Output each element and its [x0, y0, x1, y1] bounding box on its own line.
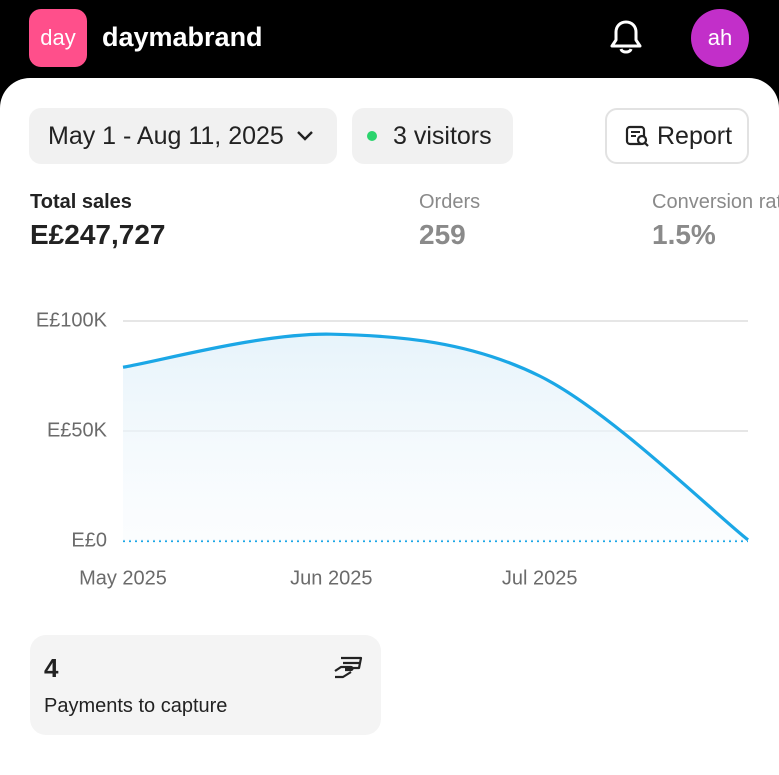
metric-label[interactable]: Orders [419, 191, 481, 213]
bell-icon[interactable] [608, 18, 644, 58]
payments-card[interactable]: 4 Payments to capture [30, 635, 381, 735]
visitors-filter[interactable]: 3 visitors [352, 108, 513, 164]
metric-label[interactable]: Total sales [30, 191, 132, 213]
metric-value: 259 [419, 219, 466, 250]
visitors: 3 visitors [393, 121, 492, 150]
metric-value: E£247,727 [30, 219, 166, 250]
report-label: Report [657, 121, 733, 150]
y-tick-label: E£0 [71, 529, 107, 551]
sales-chart: E£0 E£50K E£100K May 2025 Jun 2025 Jul 2025 [36, 309, 749, 589]
line [122, 332, 749, 542]
x-tick-label: May 2025 [79, 567, 167, 589]
date-filter[interactable]: May 1 - Aug 11, 2025 [29, 108, 337, 164]
avatar-text: ah [707, 25, 733, 50]
report-icon [625, 125, 649, 147]
report-button[interactable]: Report [605, 108, 749, 164]
live-dot [367, 131, 377, 141]
x-tick-label: Jun 2025 [290, 567, 372, 589]
y-tick-label: E£100K [36, 309, 108, 331]
y-tick-label: E£50K [47, 419, 108, 441]
avatar[interactable]: ah [691, 9, 749, 67]
payments-icon [334, 656, 363, 679]
logo-text: day [40, 25, 76, 50]
chevron [296, 131, 313, 141]
payments-count: 4 [44, 653, 59, 683]
logo[interactable]: day [29, 9, 87, 67]
date-range: May 1 - Aug 11, 2025 [48, 121, 284, 150]
metric-label[interactable]: Conversion rate [652, 191, 779, 213]
x-tick-label: Jul 2025 [502, 567, 578, 589]
store-name[interactable]: daymabrand [102, 22, 263, 52]
payments-label: Payments to capture [44, 695, 228, 717]
metric-value: 1.5% [652, 219, 716, 250]
area [123, 334, 748, 541]
